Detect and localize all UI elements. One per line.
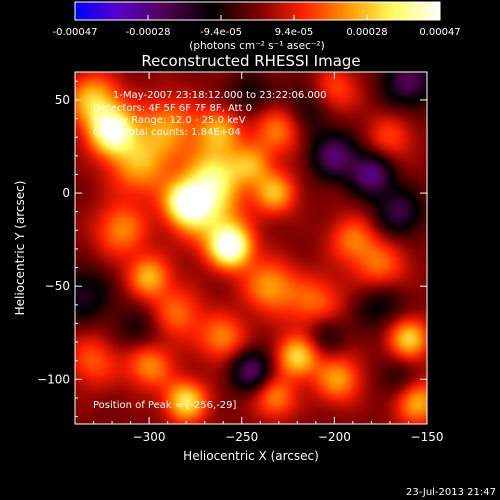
- plot-frame: [74, 71, 428, 425]
- annotation-clean-counts: Clean Total counts: 1.84E+04: [93, 127, 241, 138]
- x-tick-label: −150: [411, 430, 444, 444]
- x-tick-label: −250: [225, 430, 258, 444]
- colorbar-ticks: -0.00047 -0.00028 -9.4e-05 9.4e-05 0.00028 0.…: [53, 15, 461, 38]
- colorbar-tick-label: -0.00047: [53, 27, 98, 38]
- x-tick-label: −300: [133, 430, 166, 444]
- footer-timestamp: 23-Jul-2013 21:47: [406, 487, 496, 498]
- heatmap-image: [75, 72, 427, 424]
- colorbar-gradient: [74, 1, 441, 21]
- colorbar-tick-label: 0.00047: [419, 27, 460, 38]
- y-tick-label: 0: [62, 186, 70, 200]
- annotation-peak-position: Position of Peak = [-256,-29]: [93, 400, 237, 411]
- colorbar-tick-label: -0.00028: [126, 27, 171, 38]
- colorbar-tick-label: -9.4e-05: [200, 27, 242, 38]
- heatmap: [75, 72, 427, 424]
- colorbar-tick-label: 0.00028: [346, 27, 387, 38]
- chart-title: Reconstructed RHESSI Image: [141, 52, 360, 70]
- colorbar: -0.00047 -0.00028 -9.4e-05 9.4e-05 0.00028 0.…: [53, 1, 461, 52]
- y-tick-label: 50: [55, 93, 70, 107]
- y-tick-label: −100: [37, 372, 70, 386]
- x-axis-label: Heliocentric X (arcsec): [183, 449, 319, 463]
- annotation-energy-range: Energy Range: 12.0 - 25.0 keV: [93, 115, 246, 126]
- annotation-time-range: 1-May-2007 23:18:12.000 to 23:22:06.000: [113, 90, 326, 101]
- annotation-block: 1-May-2007 23:18:12.000 to 23:22:06.000 …: [93, 90, 326, 411]
- colorbar-unit-label: (photons cm⁻² s⁻¹ asec⁻²): [189, 40, 324, 52]
- x-axis: −300 −250 −200 −150: [74, 72, 444, 444]
- annotation-detectors: Detectors: 4F 5F 6F 7F 8F, Att 0: [93, 103, 252, 114]
- colorbar-tick-label: 9.4e-05: [275, 27, 313, 38]
- y-axis-label: Heliocentric Y (arcsec): [13, 181, 27, 316]
- x-tick-label: −200: [318, 430, 351, 444]
- y-axis: 50 0 −50 −100: [37, 80, 427, 418]
- y-tick-label: −50: [45, 279, 70, 293]
